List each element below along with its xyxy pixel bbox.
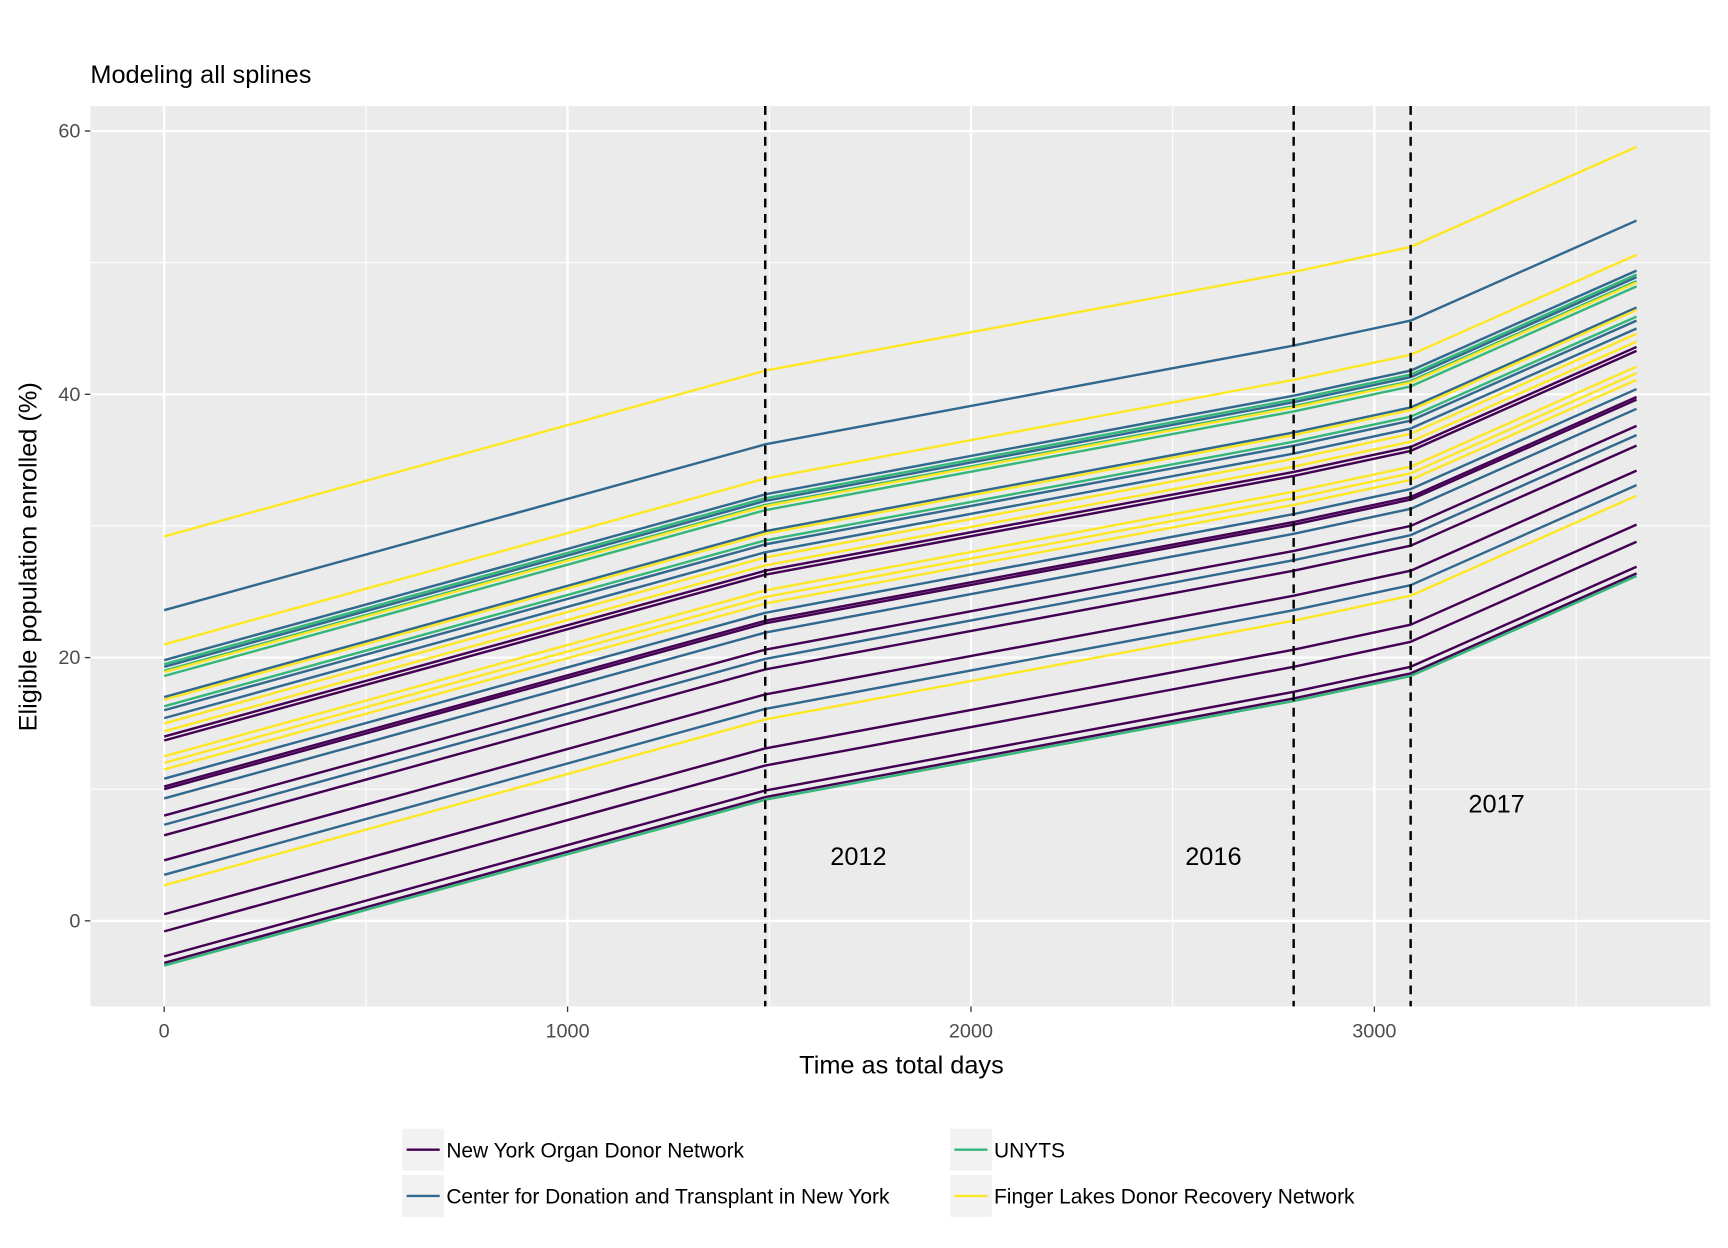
- annotation: 2016: [1185, 843, 1241, 871]
- x-axis-title: Time as total days: [799, 1052, 1004, 1080]
- series-line: [163, 285, 1638, 678]
- x-tick-label: 3000: [1352, 1020, 1396, 1042]
- series-line: [163, 253, 1638, 646]
- annotation: 2017: [1468, 791, 1524, 819]
- y-tick-label: 60: [58, 121, 80, 143]
- legend: New York Organ Donor Network Center for D…: [402, 1128, 1355, 1217]
- annotation: 2012: [830, 843, 886, 871]
- y-tick-label: 20: [58, 647, 80, 669]
- legend-label: New York Organ Donor Network: [446, 1139, 744, 1162]
- y-tick-label: 40: [58, 384, 80, 406]
- panel: [90, 106, 1711, 1007]
- series-line: [163, 349, 1638, 742]
- series-line: [163, 378, 1638, 771]
- series-line: [163, 345, 1638, 738]
- series-line: [163, 469, 1638, 862]
- overlay: 2012 2016 2017: [764, 106, 1525, 1007]
- y-axis-title: Eligible population enrolled (%): [14, 382, 42, 731]
- series-line: [163, 395, 1638, 788]
- series-line: [163, 484, 1638, 876]
- series-line: [163, 332, 1638, 725]
- legend-label: Center for Donation and Transplant in Ne…: [446, 1186, 890, 1209]
- series-line: [163, 407, 1638, 800]
- x-tick-label: 2000: [949, 1020, 993, 1042]
- series-line: [163, 424, 1638, 817]
- x-tick-label: 1000: [546, 1020, 590, 1042]
- series-line: [163, 365, 1638, 758]
- series-line: [163, 269, 1638, 662]
- series-line: [163, 565, 1638, 958]
- series-line: [163, 145, 1638, 538]
- legend-label: UNYTS: [994, 1139, 1065, 1162]
- y-tick-label: 0: [69, 910, 80, 932]
- legend-label: Finger Lakes Donor Recovery Network: [994, 1186, 1355, 1209]
- x-tick-label: 0: [159, 1020, 170, 1042]
- chart-title: Modeling all splines: [90, 61, 311, 89]
- series-line: [163, 315, 1638, 708]
